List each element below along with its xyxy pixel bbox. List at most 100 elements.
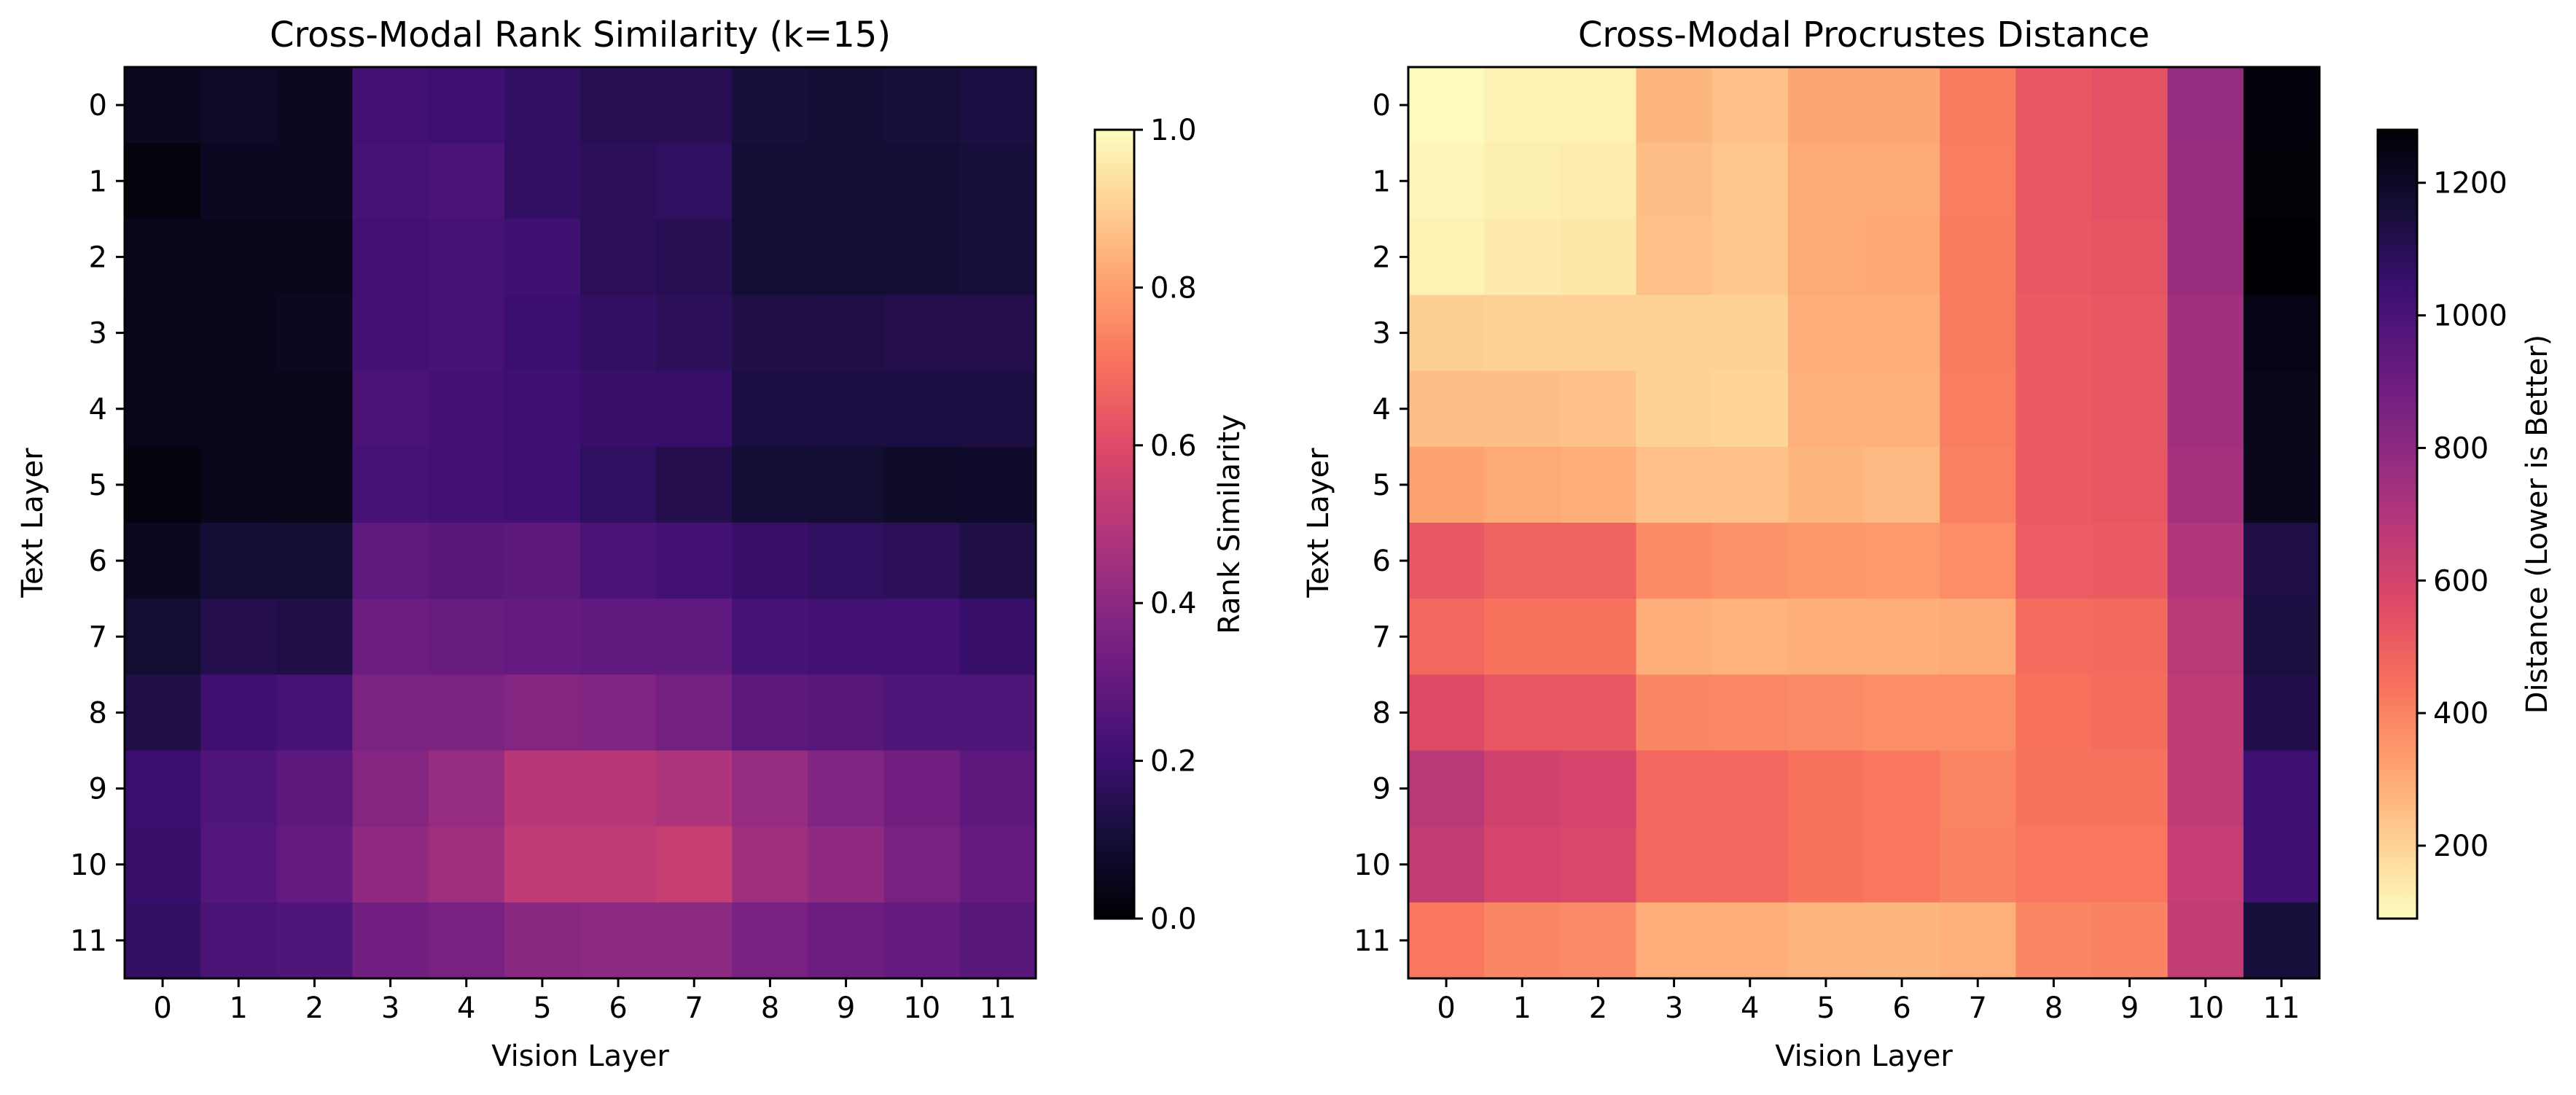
rank-similarity-cell xyxy=(656,902,733,979)
procrustes-distance-cell xyxy=(1787,446,1865,523)
rank-similarity-cell xyxy=(504,143,581,219)
procrustes-distance-cell xyxy=(1787,674,1865,752)
procrustes-distance-cell xyxy=(2091,674,2169,752)
procrustes-distance-x-tick-label: 11 xyxy=(2263,991,2300,1025)
rank-similarity-cell xyxy=(504,674,581,752)
rank-similarity-cell xyxy=(428,826,505,903)
procrustes-distance-cell xyxy=(1408,295,1485,372)
rank-similarity-cell xyxy=(200,370,277,448)
procrustes-distance-cell xyxy=(1787,826,1865,903)
rank-similarity-cell xyxy=(125,674,201,752)
rank-similarity-cell xyxy=(580,67,657,144)
procrustes-distance-cell xyxy=(1787,523,1865,599)
rank-similarity-cell xyxy=(352,67,429,144)
rank-similarity-cell xyxy=(428,750,505,827)
procrustes-distance-cell xyxy=(2243,750,2320,827)
procrustes-distance-x-tick-label: 0 xyxy=(1437,991,1455,1025)
procrustes-distance-colorbar-tick-label: 200 xyxy=(2433,830,2489,863)
procrustes-distance-cell xyxy=(2167,750,2244,827)
rank-similarity-colorbar-label: Rank Similarity xyxy=(1213,414,1246,634)
rank-similarity-cell xyxy=(580,523,657,599)
procrustes-distance-colorbar-tick-label: 1000 xyxy=(2433,300,2507,333)
procrustes-distance-cell xyxy=(2015,826,2093,903)
rank-similarity-cell xyxy=(125,219,201,296)
rank-similarity-cell xyxy=(428,523,505,599)
procrustes-distance-cell xyxy=(1408,446,1485,523)
procrustes-distance-cell xyxy=(1484,143,1561,219)
rank-similarity-cell xyxy=(125,599,201,675)
procrustes-distance-cell xyxy=(1636,523,1713,599)
rank-similarity-cell xyxy=(656,67,733,144)
procrustes-distance-cell xyxy=(2243,523,2320,599)
rank-similarity-cell xyxy=(959,370,1037,448)
rank-similarity-cell xyxy=(200,826,277,903)
rank-similarity-y-tick-label: 1 xyxy=(89,165,107,198)
rank-similarity-cell xyxy=(352,902,429,979)
procrustes-distance-cell xyxy=(1408,599,1485,675)
procrustes-distance-cell xyxy=(1408,143,1485,219)
procrustes-distance-cell xyxy=(1560,750,1637,827)
rank-similarity-cell xyxy=(808,295,885,372)
procrustes-distance-cell xyxy=(2091,219,2169,296)
rank-similarity-cell xyxy=(959,295,1037,372)
rank-similarity-cell xyxy=(276,523,354,599)
procrustes-distance-x-tick-label: 1 xyxy=(1513,991,1531,1025)
rank-similarity-cell xyxy=(883,902,961,979)
procrustes-distance-cell xyxy=(1940,295,2016,372)
procrustes-distance-cell xyxy=(1560,446,1637,523)
rank-similarity-cell xyxy=(959,67,1037,144)
rank-similarity-cell xyxy=(656,826,733,903)
procrustes-distance-cell xyxy=(1940,523,2016,599)
procrustes-distance-cell xyxy=(1940,599,2016,675)
rank-similarity-cell xyxy=(732,826,809,903)
rank-similarity-cell xyxy=(656,750,733,827)
procrustes-distance-cell xyxy=(1787,370,1865,448)
rank-similarity-cell xyxy=(200,67,277,144)
rank-similarity-cell xyxy=(580,446,657,523)
rank-similarity-cell xyxy=(959,599,1037,675)
rank-similarity-cell xyxy=(200,446,277,523)
rank-similarity-cell xyxy=(883,750,961,827)
procrustes-distance-colorbar-tick-label: 400 xyxy=(2433,697,2489,730)
rank-similarity-cell xyxy=(276,599,354,675)
rank-similarity-cell xyxy=(352,370,429,448)
rank-similarity-x-tick-label: 3 xyxy=(381,991,399,1025)
procrustes-distance-cell xyxy=(1408,750,1485,827)
procrustes-distance-cell xyxy=(1787,599,1865,675)
rank-similarity-cell xyxy=(959,219,1037,296)
rank-similarity-cell xyxy=(883,219,961,296)
rank-similarity-cell xyxy=(656,446,733,523)
procrustes-distance-x-tick-label: 8 xyxy=(2045,991,2063,1025)
rank-similarity-cell xyxy=(428,370,505,448)
rank-similarity-cell xyxy=(428,446,505,523)
rank-similarity-cell xyxy=(352,826,429,903)
procrustes-distance-cell xyxy=(1712,902,1789,979)
rank-similarity-cell xyxy=(352,143,429,219)
procrustes-distance-cell xyxy=(2167,599,2244,675)
procrustes-distance-y-tick-label: 0 xyxy=(1373,89,1391,122)
procrustes-distance-cell xyxy=(1864,446,1940,523)
rank-similarity-cell xyxy=(808,902,885,979)
procrustes-distance-cell xyxy=(1940,446,2016,523)
procrustes-distance-cell xyxy=(1940,750,2016,827)
procrustes-distance-cell xyxy=(2167,67,2244,144)
procrustes-distance-cell xyxy=(1408,523,1485,599)
procrustes-distance-y-tick-label: 6 xyxy=(1373,545,1391,578)
rank-similarity-x-tick-label: 1 xyxy=(230,991,248,1025)
rank-similarity-y-ticks: 0 1 2 3 4 5 6 7 8 9 10 11 xyxy=(70,89,125,958)
procrustes-distance-x-tick-label: 6 xyxy=(1892,991,1910,1025)
procrustes-distance-cell xyxy=(1484,599,1561,675)
rank-similarity-cell xyxy=(732,599,809,675)
procrustes-distance-x-tick-label: 9 xyxy=(2120,991,2139,1025)
rank-similarity-cell xyxy=(125,523,201,599)
procrustes-distance-cell xyxy=(1484,67,1561,144)
rank-similarity-cell xyxy=(125,902,201,979)
rank-similarity-colorbar-tick-label: 0.0 xyxy=(1150,903,1197,936)
procrustes-distance-cell xyxy=(2091,599,2169,675)
procrustes-distance-cell xyxy=(1787,219,1865,296)
rank-similarity-x-tick-label: 6 xyxy=(609,991,627,1025)
rank-similarity-heatmap-panel: Cross-Modal Rank Similarity (k=15) 0 1 2 3 4… xyxy=(16,15,1246,1073)
rank-similarity-cell xyxy=(656,143,733,219)
procrustes-distance-cell xyxy=(1864,902,1940,979)
